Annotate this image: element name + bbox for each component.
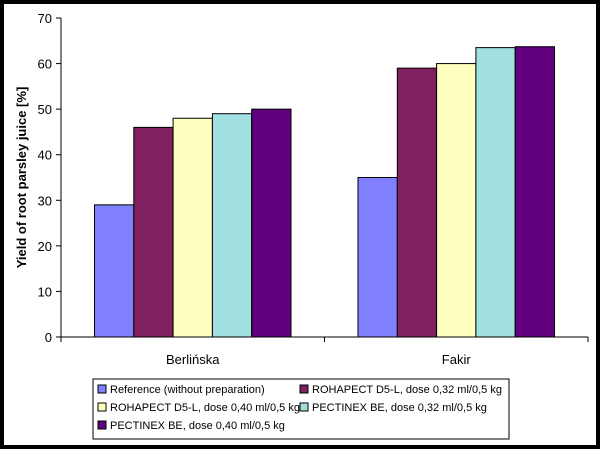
legend-swatch xyxy=(97,402,107,412)
bar-5-2 xyxy=(514,46,556,338)
bar-chart: Yield of root parsley juice [%] 0 10 20 30 4… xyxy=(14,11,589,440)
bar-4-2 xyxy=(475,47,516,338)
legend-swatch xyxy=(97,420,107,430)
y-tick-label: 60 xyxy=(38,57,52,72)
y-tick-label: 0 xyxy=(45,330,52,345)
y-tick-label: 50 xyxy=(38,102,52,117)
y-tick-label: 10 xyxy=(38,284,52,299)
bar-1-2 xyxy=(357,177,398,338)
category-label: Fakir xyxy=(442,352,472,367)
y-tick-label: 20 xyxy=(38,239,52,254)
bar-5-1 xyxy=(251,108,292,338)
bar-2-2 xyxy=(396,67,438,338)
legend-swatch xyxy=(97,384,107,394)
legend-swatch xyxy=(299,384,309,394)
bar-2-1 xyxy=(133,126,174,338)
legend-label: ROHAPECT D5-L, dose 0,32 ml/0,5 kg xyxy=(312,384,502,396)
y-tick-label: 70 xyxy=(38,11,52,26)
legend-label: PECTINEX BE, dose 0,40 ml/0,5 kg xyxy=(110,420,285,432)
y-axis-label: Yield of root parsley juice [%] xyxy=(14,87,29,269)
chart-frame: Yield of root parsley juice [%] 0 10 20 30 4… xyxy=(4,4,596,445)
legend-label: Reference (without preparation) xyxy=(110,384,265,396)
bar-4-1 xyxy=(211,113,253,338)
bar-3-1 xyxy=(172,117,213,338)
legend-swatch xyxy=(299,402,309,412)
bar-1-1 xyxy=(94,204,135,338)
bar-3-2 xyxy=(436,63,477,338)
category-label: Berlińska xyxy=(166,352,220,367)
y-tick-label: 40 xyxy=(38,148,52,163)
y-tick-label: 30 xyxy=(38,193,52,208)
legend-label: ROHAPECT D5-L, dose 0,40 ml/0,5 kg xyxy=(110,402,300,414)
legend-label: PECTINEX BE, dose 0,32 ml/0,5 kg xyxy=(312,402,487,414)
